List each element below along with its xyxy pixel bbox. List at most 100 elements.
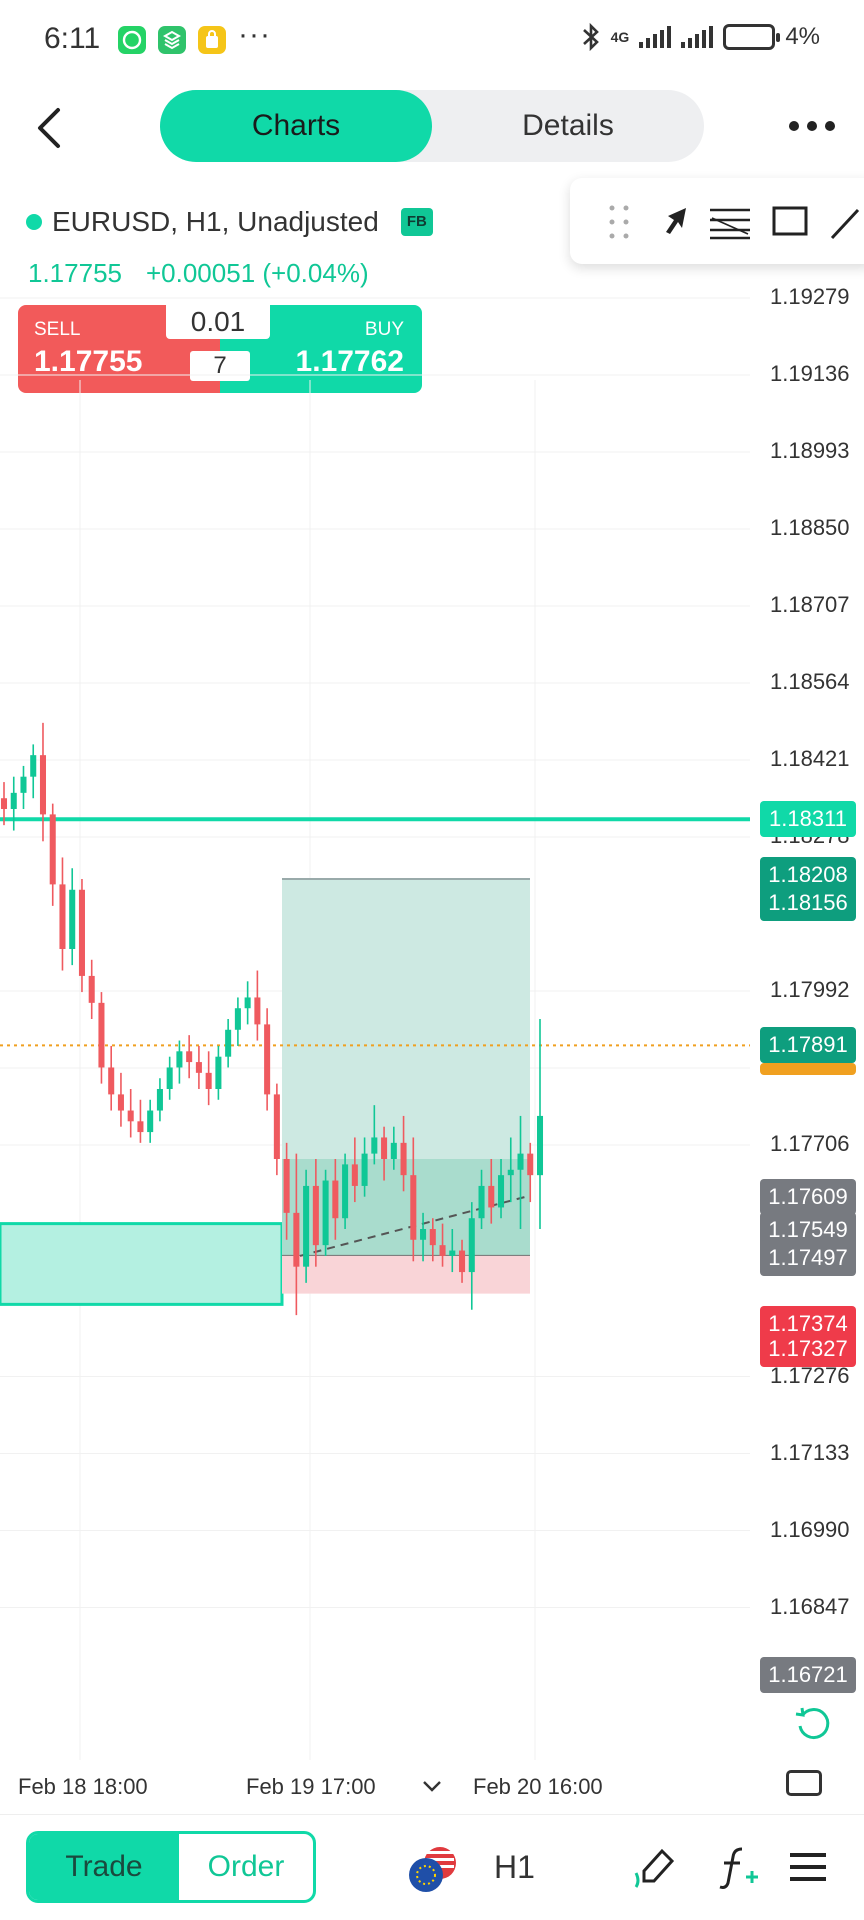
eurusd-flag-icon[interactable] xyxy=(404,1841,460,1897)
one-click-trade-widget: SELL 1.17755 BUY 1.17762 0.01 7 xyxy=(18,305,422,393)
candle-body xyxy=(244,997,251,1009)
candle-body xyxy=(468,1218,475,1273)
fb-badge: FB xyxy=(400,208,433,236)
charts-details-switch: Charts Details xyxy=(160,90,704,162)
chevron-down-icon[interactable] xyxy=(420,1778,444,1794)
drag-handle-icon[interactable] xyxy=(598,200,642,244)
spread-value: 7 xyxy=(190,351,250,381)
candle-body xyxy=(234,1008,241,1030)
candle-body xyxy=(127,1110,134,1122)
trade-tab[interactable]: Trade xyxy=(29,1834,179,1900)
price-tag: 1.17891 xyxy=(760,1027,856,1064)
candle-body xyxy=(225,1029,232,1057)
reset-zoom-icon[interactable] xyxy=(790,1702,834,1746)
candle-body xyxy=(312,1185,319,1246)
candle-body xyxy=(420,1229,427,1240)
draw-pen-icon[interactable] xyxy=(632,1843,680,1891)
indicator-fx-icon[interactable] xyxy=(714,1843,762,1891)
whatsapp-icon xyxy=(118,26,146,54)
timeframe-selector[interactable]: H1 xyxy=(494,1849,535,1885)
price-tick-label: 1.16847 xyxy=(770,1593,850,1619)
candle-body xyxy=(273,1094,280,1159)
candle-body xyxy=(10,792,17,809)
candle-body xyxy=(400,1142,407,1176)
drawing-toolbar xyxy=(570,178,864,264)
menu-icon[interactable] xyxy=(784,1843,832,1891)
lot-size-input[interactable]: 0.01 xyxy=(166,305,270,339)
fullscreen-icon[interactable] xyxy=(786,1770,822,1796)
candle-body xyxy=(108,1067,115,1095)
bottom-toolbar: Trade Order H1 xyxy=(0,1814,864,1920)
price-tick-label: 1.17133 xyxy=(770,1439,850,1465)
candle-body xyxy=(283,1159,290,1213)
instrument-title: EURUSD, H1, Unadjusted xyxy=(52,206,379,237)
bluetooth-icon xyxy=(582,22,599,52)
candle-body xyxy=(215,1056,222,1089)
status-more-icon: ··· xyxy=(238,18,271,51)
candle-body xyxy=(39,755,47,815)
price-tick-label: 1.18850 xyxy=(770,515,850,540)
time-label-3: Feb 20 16:00 xyxy=(473,1774,603,1799)
price-tag: 1.17609 xyxy=(760,1179,856,1216)
sell-price: 1.17755 xyxy=(34,345,143,378)
chart-horizontal-lines xyxy=(0,817,750,1047)
price-tag: 1.18156 xyxy=(760,884,856,921)
line-tool-icon[interactable] xyxy=(828,200,864,244)
take-profit-zone xyxy=(282,879,530,1159)
order-tab[interactable]: Order xyxy=(207,1850,285,1883)
candle-body xyxy=(78,889,85,976)
chevron-left-icon xyxy=(38,108,60,148)
current-price-marker xyxy=(760,1063,856,1076)
tab-charts[interactable]: Charts xyxy=(160,90,432,162)
demand-zone xyxy=(0,1222,284,1306)
candle-body xyxy=(361,1153,368,1186)
status-right-group: 4G 4% xyxy=(581,22,820,52)
price-tick-label: 1.19279 xyxy=(770,284,850,309)
candle-body xyxy=(147,1110,154,1133)
signal-icon xyxy=(639,26,672,48)
candle-body xyxy=(488,1185,495,1208)
last-price: 1.17755 xyxy=(28,258,122,288)
candle-body xyxy=(117,1094,124,1111)
market-open-dot xyxy=(26,214,42,230)
fib-lines-icon[interactable] xyxy=(700,200,760,244)
price-tick-label: 1.19136 xyxy=(770,361,850,386)
battery-icon xyxy=(723,24,781,50)
candle-body xyxy=(381,1137,388,1159)
candle-body xyxy=(30,755,37,777)
candle-body xyxy=(507,1169,514,1176)
candle-body xyxy=(478,1185,485,1219)
sell-label: SELL xyxy=(34,319,81,340)
candle-body xyxy=(166,1067,173,1089)
price-tick-label: 1.18993 xyxy=(770,438,850,463)
price-change-row: 1.17755 +0.00051 (+0.04%) xyxy=(28,258,369,289)
candle-body xyxy=(186,1051,193,1063)
shopping-app-icon xyxy=(198,26,226,54)
candle-body xyxy=(536,1115,544,1176)
candle-body xyxy=(439,1245,446,1256)
price-tick-label: 1.18421 xyxy=(770,746,850,771)
candle-body xyxy=(517,1153,524,1170)
candle-body xyxy=(459,1250,466,1273)
rectangle-tool-icon[interactable] xyxy=(768,200,812,244)
arrow-cursor-icon[interactable] xyxy=(654,200,698,244)
candle-body xyxy=(449,1250,456,1256)
candle-body xyxy=(176,1051,183,1068)
more-horizontal-icon[interactable] xyxy=(780,106,844,146)
tab-details[interactable]: Details xyxy=(522,109,614,142)
candle-body xyxy=(20,776,27,793)
price-tick-label: 1.18564 xyxy=(770,669,850,694)
candle-body xyxy=(264,1024,271,1095)
candle-body xyxy=(254,997,261,1025)
status-bar: 6:11 ··· 4G 4% xyxy=(0,0,864,80)
candle-body xyxy=(59,884,66,949)
candle-body xyxy=(195,1062,202,1073)
candle-body xyxy=(429,1229,436,1246)
price-tick-label: 1.16990 xyxy=(770,1516,850,1542)
price-chart[interactable] xyxy=(0,0,864,1760)
stop-loss-zone xyxy=(282,1255,530,1294)
back-button[interactable] xyxy=(22,98,82,158)
time-label-1: Feb 18 18:00 xyxy=(18,1774,148,1799)
candle-body xyxy=(137,1121,144,1133)
price-tick-label: 1.17992 xyxy=(770,977,850,1002)
